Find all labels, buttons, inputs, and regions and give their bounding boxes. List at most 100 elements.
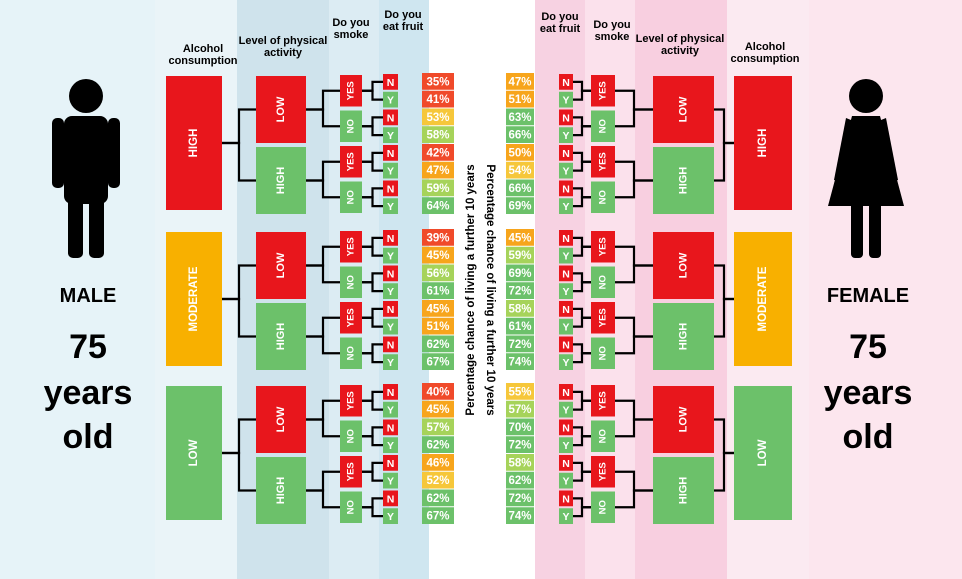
female-percentage-value: 72% [508,440,531,452]
male-fruit-y-block [383,354,398,370]
male-percentage-cell [422,73,454,90]
female-smoke-no-block [591,337,615,369]
female-alcohol-header-line2: consumption [730,53,799,65]
female-fruit-y-block [559,401,573,418]
male-activity-high-block [256,457,306,524]
female-fruit-y-block [559,198,573,214]
male-smoke-header-line1: Do you [332,17,369,29]
male-alcohol-header-line1: Alcohol [183,43,223,55]
female-fruit-label: Y [562,166,569,178]
male-fruit-label: Y [387,251,394,263]
female-activity-high-block [653,303,714,370]
male-percentage-value: 39% [426,232,449,244]
male-activity-header-line1: Level of physical [239,35,328,47]
connector-line [615,418,653,438]
female-percentage-value: 58% [508,303,531,315]
connector-line [362,399,383,411]
female-percentage-cell [506,126,534,143]
connector-line [573,506,591,518]
female-percentage-value: 57% [508,404,531,416]
male-percentage-cell [422,179,454,197]
male-activity-low-block [256,386,306,453]
female-fruit-label: Y [562,357,569,369]
male-fruit-y-block [383,401,398,418]
female-activity-high-block [653,457,714,524]
female-smoke-header-line2: smoke [595,31,630,43]
male-percentage-value: 61% [426,286,449,298]
male-smoke-label: NO [346,500,357,514]
connector-line [362,160,383,172]
male-fruit-label: N [387,268,395,280]
female-activity-header-line1: Level of physical [636,33,725,45]
female-fruit-n-block [559,180,573,197]
female-smoke-label: YES [598,308,609,327]
female-smoke-label: NO [598,500,609,514]
male-percentage-cell [422,126,454,143]
female-percentage-value: 61% [508,321,531,333]
female-smoke-no-block [591,181,615,213]
male-activity-high-block [256,147,306,214]
connector-line [615,264,653,284]
male-smoke-label: NO [346,429,357,443]
connector-line [362,316,383,328]
female-activity-low-block [653,386,714,453]
connector-line [573,125,591,137]
female-percentage-value: 66% [508,183,531,195]
female-fruit-label: N [562,233,570,245]
female-percentage-cell [506,246,534,264]
male-percentage-value: 40% [426,386,449,398]
connector-line [714,297,734,338]
male-alcohol-header-line2: consumption [168,55,237,67]
male-smoke-label: NO [346,275,357,289]
male-figure-icon [52,79,120,258]
connector-line [714,451,734,492]
male-percentage-cell [422,90,454,108]
connector-line [362,125,383,137]
female-percentage-cell [506,282,534,299]
female-percentage-cell [506,436,534,453]
male-percentage-cell [422,489,454,507]
male-smoke-no-block [340,266,362,298]
male-smoke-no-block [340,110,362,142]
female-percentage-cell [506,489,534,507]
female-fruit-label: N [562,148,570,160]
female-fruit-label: Y [562,286,569,298]
connector-line [615,489,653,509]
female-fruit-n-block [559,384,573,400]
female-fruit-label: N [562,268,570,280]
female-percentage-value: 63% [508,112,531,124]
connector-line [573,470,591,482]
male-alcohol-label: MODERATE [188,266,200,331]
male-smoke-label: NO [346,346,357,360]
connector-line [362,352,383,364]
male-fruit-y-block [383,318,398,335]
female-smoke-no-block [591,110,615,142]
female-fruit-label: Y [562,251,569,263]
female-smoke-yes-block [591,75,615,107]
male-activity-label: HIGH [275,167,287,195]
connector-line [573,399,591,411]
female-percentage-cell [506,383,534,400]
male-fruit-n-block [383,336,398,353]
connector-line [573,316,591,328]
female-percentage-cell [506,197,534,214]
male-percentage-cell [422,317,454,335]
male-percentage-cell [422,300,454,317]
male-smoke-no-block [340,181,362,213]
male-percentage-value: 64% [426,201,449,213]
male-percentage-value: 59% [426,183,449,195]
male-smoke-label: YES [346,462,357,481]
tree-connectors [222,80,734,518]
male-smoke-label: NO [346,190,357,204]
female-age: 75 [849,328,887,366]
female-figure-icon [828,79,904,258]
female-fruit-header-line2: eat fruit [540,23,581,35]
female-percentage-cell [506,454,534,471]
male-fruit-n-block [383,490,398,507]
male-age: 75 [69,328,107,366]
connector-line [362,470,383,482]
male-percentage-value: 35% [426,76,449,88]
connector-line [306,489,340,509]
